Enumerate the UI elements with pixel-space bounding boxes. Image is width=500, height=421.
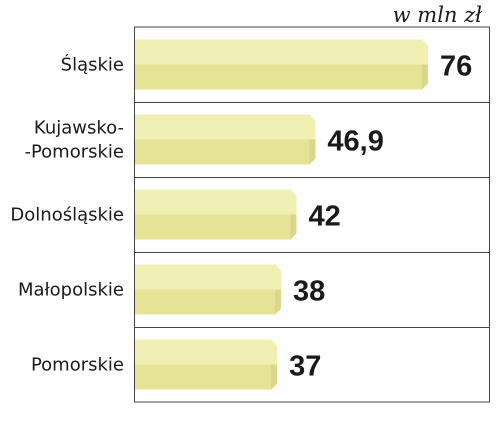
- category-label: -Pomorskie: [24, 142, 124, 163]
- unit-label: w mln zł: [393, 3, 483, 27]
- bar: [135, 339, 278, 390]
- value-label: 46,9: [327, 126, 383, 158]
- category-label: Pomorskie: [31, 355, 124, 376]
- value-label: 37: [289, 351, 321, 383]
- category-label: Śląskie: [61, 54, 124, 76]
- bar: [135, 264, 281, 315]
- value-label: 42: [308, 201, 340, 233]
- value-label: 38: [293, 276, 325, 308]
- category-label: Dolnośląskie: [10, 205, 124, 226]
- bar: [135, 39, 428, 90]
- category-label: Małopolskie: [18, 280, 124, 301]
- bar: [135, 114, 316, 165]
- category-label: Kujawsko-: [34, 118, 124, 139]
- value-label: 76: [440, 51, 472, 83]
- bar: [135, 189, 297, 240]
